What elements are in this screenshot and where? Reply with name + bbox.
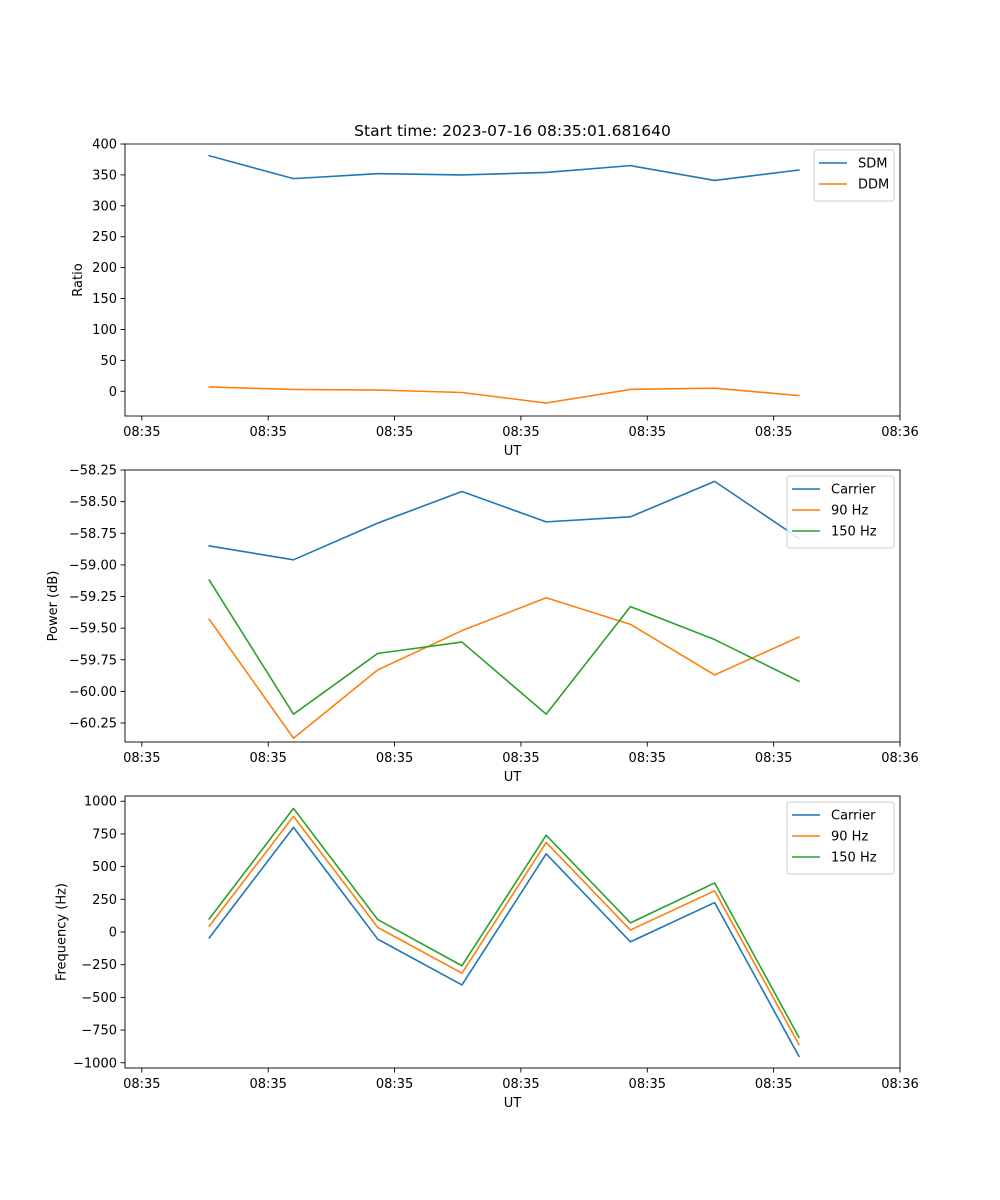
y-tick-label: −58.75 [69, 527, 117, 542]
x-tick-label: 08:35 [755, 751, 792, 766]
x-tick-label: 08:35 [755, 425, 792, 440]
y-tick-label: 250 [92, 893, 117, 908]
x-tick-label: 08:36 [881, 1077, 918, 1092]
legend-label: Carrier [831, 483, 876, 498]
chart-panel-1: 08:35 08:35 08:35 08:35 08:35 08:35 08:36 0 50 10… [71, 138, 919, 460]
y-tick-label: 100 [92, 323, 117, 338]
x-tick-label: 08:35 [249, 425, 286, 440]
y-tick-label: −59.00 [69, 558, 117, 573]
x-tick-label: 08:35 [249, 751, 286, 766]
x-tick-label: 08:35 [502, 751, 539, 766]
y-tick-label: 150 [92, 292, 117, 307]
x-tick-label: 08:35 [502, 425, 539, 440]
y-tick-label: 0 [109, 926, 117, 941]
y-tick-label: −500 [81, 991, 117, 1006]
y-axis-label: Power (dB) [46, 571, 61, 642]
series-line-90-hz [208, 596, 800, 740]
x-tick-label: 08:35 [376, 751, 413, 766]
x-tick-label: 08:35 [249, 1077, 286, 1092]
x-tick-label: 08:35 [629, 425, 666, 440]
y-tick-label: −250 [81, 958, 117, 973]
series-line-90-hz [208, 815, 800, 1046]
legend-label: DDM [858, 178, 889, 193]
chart-title: Start time: 2023-07-16 08:35:01.681640 [354, 122, 671, 140]
series-line-ddm [208, 386, 800, 404]
y-tick-label: 300 [92, 199, 117, 214]
x-tick-label: 08:35 [376, 425, 413, 440]
chart-panel-3: 08:35 08:35 08:35 08:35 08:35 08:35 08:36 1000 7… [55, 795, 919, 1111]
y-tick-label: 400 [92, 138, 117, 153]
y-tick-label: 250 [92, 230, 117, 245]
x-axis-label: UT [504, 770, 522, 785]
x-tick-label: 08:36 [881, 425, 918, 440]
x-axis-label: UT [504, 444, 522, 459]
x-tick-label: 08:35 [123, 425, 160, 440]
legend-label: SDM [858, 157, 887, 172]
series-line-carrier [208, 480, 801, 561]
y-tick-label: 50 [100, 354, 117, 369]
y-tick-label: 200 [92, 261, 117, 276]
legend-box [786, 475, 895, 549]
x-tick-label: 08:35 [376, 1077, 413, 1092]
series-line-carrier [208, 826, 800, 1058]
chart-panels: 08:35 08:35 08:35 08:35 08:35 08:35 08:36 0 50 10… [46, 138, 919, 1112]
series-line-150-hz [208, 807, 800, 1039]
y-tick-label: −58.50 [69, 495, 117, 510]
y-tick-label: 750 [92, 827, 117, 842]
y-tick-label: −59.25 [69, 590, 117, 605]
y-tick-label: −60.25 [69, 717, 117, 732]
series-line-sdm [208, 154, 800, 182]
legend-label: 90 Hz [831, 830, 868, 845]
legend-label: 150 Hz [831, 525, 877, 540]
y-axis-label: Ratio [71, 263, 86, 296]
y-axis-label: Frequency (Hz) [55, 883, 70, 981]
y-tick-label: 500 [92, 860, 117, 875]
y-tick-label: 1000 [84, 795, 117, 810]
legend: Carrier 90 Hz 150 Hz [786, 801, 895, 875]
legend: Carrier 90 Hz 150 Hz [786, 475, 895, 549]
y-tick-label: −59.75 [69, 653, 117, 668]
legend-label: 90 Hz [831, 504, 868, 519]
legend-label: Carrier [831, 809, 876, 824]
x-axis-label: UT [504, 1096, 522, 1111]
y-tick-label: −60.00 [69, 685, 117, 700]
y-tick-label: −750 [81, 1024, 117, 1039]
y-tick-label: −58.25 [69, 464, 117, 479]
x-tick-label: 08:35 [755, 1077, 792, 1092]
x-tick-label: 08:36 [881, 751, 918, 766]
chart-panel-2: 08:35 08:35 08:35 08:35 08:35 08:35 08:36 −58.2… [46, 464, 919, 786]
x-tick-label: 08:35 [502, 1077, 539, 1092]
y-tick-label: −59.50 [69, 622, 117, 637]
x-tick-label: 08:35 [123, 751, 160, 766]
y-tick-label: 0 [109, 385, 117, 400]
legend: SDM DDM [813, 149, 895, 202]
x-tick-label: 08:35 [629, 751, 666, 766]
legend-label: 150 Hz [831, 851, 877, 866]
x-tick-label: 08:35 [629, 1077, 666, 1092]
axes-frame [124, 143, 901, 417]
axes-frame [124, 469, 901, 743]
y-tick-label: −1000 [73, 1056, 117, 1071]
y-tick-label: 350 [92, 168, 117, 183]
series-line-150-hz [208, 578, 800, 715]
x-tick-label: 08:35 [123, 1077, 160, 1092]
legend-box [786, 801, 895, 875]
